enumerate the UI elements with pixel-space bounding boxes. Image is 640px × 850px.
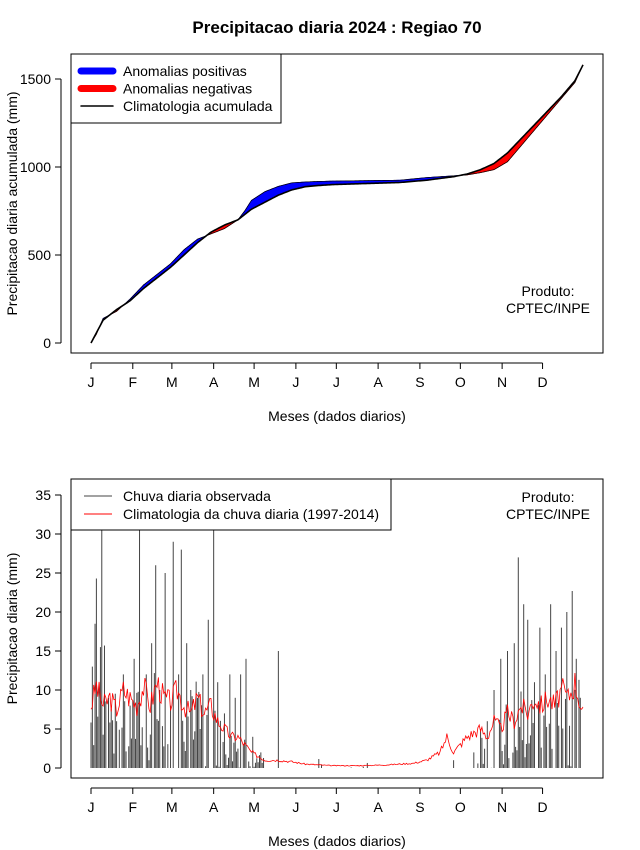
- x-tick-label: M: [166, 374, 178, 390]
- x-tick-label: A: [209, 374, 219, 390]
- x-tick-label: M: [166, 799, 178, 815]
- product-note: CPTEC/INPE: [506, 300, 590, 316]
- x-tick-label: D: [537, 799, 547, 815]
- y-tick-label: 15: [35, 643, 51, 659]
- y-axis-label: Precipitacao diaria (mm): [4, 553, 20, 705]
- x-tick-label: S: [415, 799, 424, 815]
- legend-entry: Chuva diaria observada: [123, 488, 271, 504]
- x-axis-label: Meses (dados diarios): [268, 408, 406, 424]
- x-tick-label: N: [497, 374, 507, 390]
- climatology-cumulative-line: [90, 64, 584, 344]
- y-tick-label: 5: [43, 721, 51, 737]
- y-tick-label: 0: [43, 335, 51, 351]
- y-tick-label: 25: [35, 565, 51, 581]
- y-axis-label: Precipitacao diaria acumulada (mm): [4, 91, 20, 315]
- y-tick-label: 30: [35, 526, 51, 542]
- x-axis-label: Meses (dados diarios): [268, 833, 406, 849]
- x-tick-label: J: [88, 374, 95, 390]
- x-tick-label: A: [373, 374, 383, 390]
- x-tick-label: O: [455, 374, 466, 390]
- x-tick-label: N: [497, 799, 507, 815]
- observed-cumulative-line: [90, 64, 584, 344]
- x-tick-label: J: [88, 799, 95, 815]
- legend-entry: Climatologia acumulada: [123, 98, 273, 114]
- y-tick-label: 20: [35, 604, 51, 620]
- x-tick-label: F: [129, 374, 138, 390]
- legend-entry: Climatologia da chuva diaria (1997-2014): [123, 506, 379, 522]
- cumulative-chart: J F M A M J J A S O N D Meses (dados diarios) 0 500 100…: [4, 53, 604, 424]
- climatology-daily-line: [90, 672, 584, 767]
- legend: Chuva diaria observada Climatologia da ch…: [70, 478, 392, 531]
- legend-box: [70, 478, 392, 531]
- x-tick-label: M: [248, 374, 260, 390]
- daily-chart: J F M A M J J A S O N D Meses (dados diarios) 0 5 10 15 2…: [4, 478, 604, 849]
- legend-entry: Anomalias positivas: [123, 63, 247, 79]
- chart-title: Precipitacao diaria 2024 : Regiao 70: [192, 18, 481, 37]
- x-tick-label: O: [455, 799, 466, 815]
- plot-frame: [70, 53, 604, 354]
- legend: Anomalias positivas Anomalias negativasCl…: [70, 53, 282, 124]
- y-tick-label: 35: [35, 487, 51, 503]
- x-tick-label: J: [333, 374, 340, 390]
- plot-area: [90, 530, 584, 768]
- y-tick-label: 10: [35, 682, 51, 698]
- x-tick-label: F: [129, 799, 138, 815]
- x-tick-label: D: [537, 374, 547, 390]
- x-tick-label: S: [415, 374, 424, 390]
- product-note: CPTEC/INPE: [506, 506, 590, 522]
- product-note: Produto:: [522, 489, 575, 505]
- x-tick-label: A: [373, 799, 383, 815]
- x-tick-label: J: [333, 799, 340, 815]
- x-tick-label: M: [248, 799, 260, 815]
- y-tick-label: 1000: [20, 159, 51, 175]
- legend-entry: Anomalias negativas: [123, 81, 252, 97]
- product-note: Produto:: [522, 283, 575, 299]
- y-tick-label: 0: [43, 760, 51, 776]
- y-tick-label: 1500: [20, 71, 51, 87]
- x-tick-label: A: [209, 799, 219, 815]
- x-tick-label: J: [292, 799, 299, 815]
- x-tick-label: J: [292, 374, 299, 390]
- y-tick-label: 500: [28, 247, 52, 263]
